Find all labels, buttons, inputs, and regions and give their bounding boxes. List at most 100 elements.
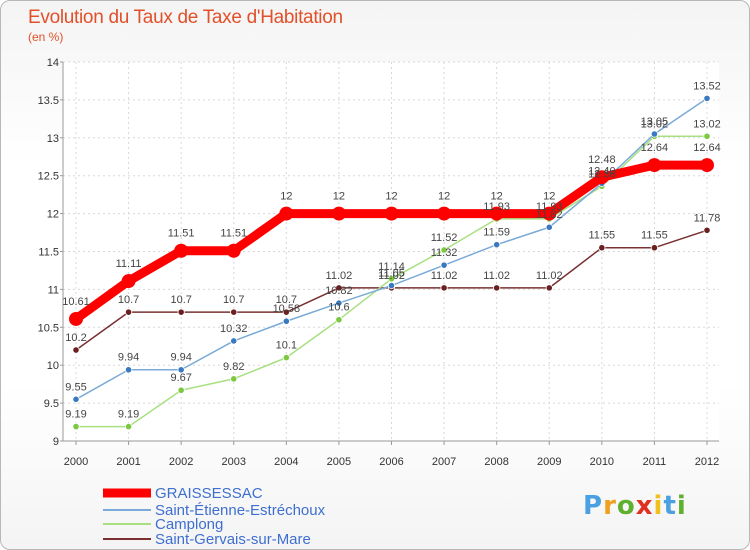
- data-label: 10.82: [325, 285, 353, 297]
- data-label: 10.7: [118, 294, 139, 306]
- x-tick-label: 2012: [695, 456, 719, 468]
- data-label: 12: [543, 191, 555, 203]
- x-tick-label: 2009: [537, 456, 561, 468]
- logo-letter: x: [635, 491, 654, 521]
- series-point: [230, 375, 238, 383]
- series-point: [177, 386, 185, 394]
- data-label: 11.02: [536, 270, 563, 282]
- data-label: 13.05: [641, 116, 669, 128]
- data-label: 12: [438, 191, 450, 203]
- series-point: [493, 241, 501, 249]
- logo-letter: t: [663, 491, 677, 521]
- series-point: [124, 422, 133, 431]
- x-tick-label: 2005: [327, 456, 351, 468]
- data-label: 12.64: [693, 142, 721, 154]
- data-label: 11.93: [483, 201, 510, 213]
- data-label: 10.6: [328, 302, 349, 314]
- data-label: 9.67: [170, 372, 191, 384]
- series-point: [282, 317, 290, 325]
- series-point: [124, 308, 133, 316]
- series-point: [650, 130, 659, 138]
- x-tick-label: 2004: [274, 456, 298, 468]
- data-label: 12: [385, 191, 397, 203]
- data-label: 11.52: [431, 232, 458, 244]
- data-label: 11.51: [168, 228, 195, 240]
- series-point: [489, 206, 504, 221]
- series-point: [647, 158, 662, 173]
- data-label: 9.19: [118, 409, 139, 421]
- legend-label: Saint-Gervais-sur-Mare: [155, 531, 311, 548]
- series-point: [124, 366, 133, 374]
- chart-grid: [63, 61, 719, 442]
- series-point: [703, 226, 711, 234]
- data-label: 11.02: [378, 270, 405, 282]
- legend-label: GRAISSESSAC: [155, 485, 263, 502]
- logo-letter: r: [603, 491, 617, 521]
- series-point: [700, 158, 714, 173]
- series-point: [440, 246, 448, 254]
- series-point: [226, 243, 241, 258]
- series-point: [650, 244, 659, 252]
- data-label: 10.7: [223, 294, 244, 306]
- data-label: 13.02: [693, 118, 721, 130]
- data-label: 12: [491, 191, 503, 203]
- series-point: [384, 206, 399, 221]
- data-label: 13.02: [641, 118, 669, 130]
- series-point: [335, 316, 343, 324]
- data-label: 11.93: [536, 201, 563, 213]
- data-label: 11.11: [116, 258, 142, 270]
- series-point: [72, 395, 80, 403]
- data-label: 11.82: [536, 209, 563, 221]
- data-label: 13.52: [693, 80, 721, 92]
- data-label: 12.36: [588, 168, 616, 180]
- chart-series: [69, 94, 714, 431]
- series-point: [542, 206, 557, 221]
- data-label: 11.32: [431, 247, 458, 259]
- series-point: [387, 282, 396, 290]
- data-label: 11.05: [378, 268, 405, 280]
- logo-letter: i: [676, 491, 687, 521]
- y-tick-label: 12: [47, 209, 59, 221]
- data-label: 10.2: [65, 332, 86, 344]
- data-label: 11.02: [431, 270, 458, 282]
- data-label: 11.78: [694, 212, 721, 224]
- data-label: 10.58: [273, 303, 301, 315]
- y-tick-label: 9.5: [44, 398, 59, 410]
- series-point: [703, 94, 711, 102]
- data-label: 10.61: [62, 296, 90, 308]
- data-label: 10.32: [220, 323, 248, 335]
- chart-axes: 9 9.5 10 10.5 11 11.5 12 12.5 13 13.5 14 2000 2001 20…: [38, 57, 720, 468]
- series-point: [437, 206, 452, 221]
- series-point: [594, 170, 609, 185]
- data-label: 11.55: [588, 230, 615, 242]
- data-label: 12.48: [588, 154, 616, 166]
- series-point: [121, 274, 136, 289]
- x-tick-label: 2011: [643, 456, 667, 468]
- x-tick-label: 2001: [116, 456, 140, 468]
- data-label: 12: [280, 191, 292, 203]
- y-tick-label: 11.5: [38, 247, 59, 259]
- data-label: 11.02: [483, 270, 510, 282]
- data-label: 12.64: [641, 142, 669, 154]
- y-tick-label: 11: [48, 284, 59, 296]
- y-tick-label: 9: [53, 436, 59, 448]
- series-point: [230, 337, 238, 345]
- data-label: 11.59: [483, 227, 510, 239]
- y-tick-label: 10.5: [38, 322, 59, 334]
- series-point: [387, 275, 396, 283]
- data-label: 10.1: [276, 340, 297, 352]
- logo-letter: o: [616, 491, 636, 521]
- data-label: 9.82: [223, 361, 244, 373]
- x-tick-label: 2010: [590, 456, 614, 468]
- y-tick-label: 14: [47, 57, 59, 69]
- series-point: [230, 308, 238, 316]
- legend-label: Camplong: [155, 516, 223, 533]
- data-label: 12: [333, 191, 345, 203]
- series-point: [177, 366, 185, 374]
- series-point: [335, 284, 343, 292]
- x-tick-label: 2006: [379, 456, 403, 468]
- series-point: [282, 354, 290, 362]
- series-point: [440, 284, 448, 292]
